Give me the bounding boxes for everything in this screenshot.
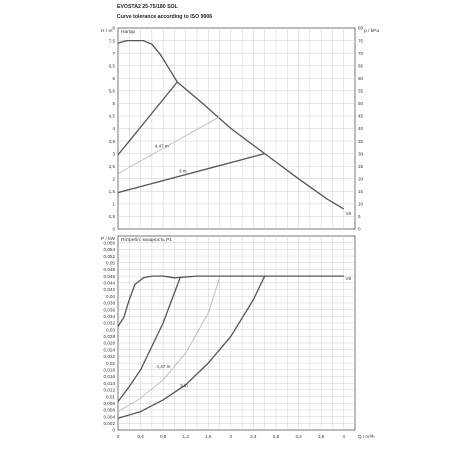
power-y-tick-label: 0,044 (104, 281, 116, 286)
head-series-line-2 (117, 81, 178, 156)
power-y-tick-label: 0,05 (106, 260, 115, 265)
head-y-right-tick-label: 0 (358, 227, 361, 232)
head-label-3m: 3 m (179, 168, 187, 173)
power-x-tick-label: 3,6 (318, 434, 325, 439)
power-y-tick-label: 0,036 (104, 307, 116, 312)
head-y-right-tick-label: 40 (358, 126, 364, 131)
power-y-tick-label: 0,054 (104, 247, 116, 252)
head-y-tick-label: 7,5 (109, 38, 116, 43)
power-y-tick-label: 0,006 (104, 408, 116, 413)
head-y-right-tick-label: 50 (358, 101, 364, 106)
power-y-tick-label: 0,056 (104, 240, 116, 245)
head-y-axis-label: H / m (101, 28, 112, 34)
power-y-tick-label: 0,04 (106, 294, 115, 299)
power-y-tick-label: 0,03 (106, 327, 115, 332)
head-y-right-tick-label: 35 (358, 139, 364, 144)
power-x-tick-label: 2,4 (250, 434, 257, 439)
head-y-tick-label: 8 (112, 26, 115, 31)
power-y-axis-label: P / kW (101, 236, 116, 242)
power-y-tick-label: 0,022 (104, 354, 116, 359)
power-x-axis-label: Q / m³/h (358, 434, 375, 439)
head-y-tick-label: 3,5 (109, 139, 116, 144)
power-y-tick-label: 0,01 (106, 394, 115, 399)
head-y-tick-label: 3 (112, 151, 115, 156)
power-y-tick-label: 0,038 (104, 301, 116, 306)
head-label-v8: V8 (345, 211, 351, 216)
power-plot-frame (117, 235, 356, 431)
head-y-tick-label: 5 (112, 101, 115, 106)
chart-title: EVOSTA2 25-75/180 SOL (117, 4, 178, 10)
power-y-tick-label: 0,052 (104, 254, 116, 259)
head-y-tick-label: 2 (112, 176, 115, 181)
power-label-v8: V8 (345, 276, 351, 281)
head-y-tick-label: 6,5 (109, 63, 116, 68)
head-y-right-tick-label: 55 (358, 89, 364, 94)
head-y-tick-label: 5,5 (109, 89, 116, 94)
head-y-tick-label: 7 (112, 51, 115, 56)
power-x-tick-label: 3,2 (295, 434, 302, 439)
power-x-tick-label: 1,6 (205, 434, 212, 439)
head-series-line-4 (117, 152, 265, 194)
head-y-right-tick-label: 30 (358, 151, 364, 156)
head-y-right-axis-label: p / kPa (364, 28, 379, 34)
power-x-tick-label: 2,8 (273, 434, 280, 439)
power-y-tick-label: 0 (112, 428, 115, 433)
power-y-tick-label: 0,004 (104, 414, 116, 419)
head-y-tick-label: 6 (112, 76, 115, 81)
head-y-right-tick-label: 45 (358, 114, 364, 119)
power-y-tick-label: 0,024 (104, 347, 116, 352)
head-y-tick-label: 0 (112, 227, 115, 232)
head-y-right-tick-label: 70 (358, 51, 364, 56)
head-y-right-tick-label: 80 (358, 26, 364, 31)
power-y-tick-label: 0,032 (104, 321, 116, 326)
power-series-line-3 (117, 277, 221, 412)
head-y-tick-label: 1 (112, 202, 115, 207)
power-x-tick-label: 4 (342, 434, 345, 439)
head-y-right-tick-label: 5 (358, 214, 361, 219)
power-series-line-4 (117, 275, 266, 419)
power-y-tick-label: 0,034 (104, 314, 116, 319)
power-y-tick-label: 0,008 (104, 401, 116, 406)
head-y-right-tick-label: 75 (358, 38, 364, 43)
power-y-tick-label: 0,002 (104, 421, 116, 426)
chart-subtitle: Curve tolerance according to ISO 9906 (117, 14, 213, 20)
power-series-line-1 (117, 275, 344, 327)
head-y-tick-label: 1,5 (109, 189, 116, 194)
head-y-right-tick-label: 10 (358, 202, 364, 207)
head-y-tick-label: 0,5 (109, 214, 116, 219)
power-y-tick-label: 0,016 (104, 374, 116, 379)
power-panel-title: Потребл. мощность P1 (121, 237, 172, 243)
head-y-right-tick-label: 15 (358, 189, 364, 194)
power-y-tick-label: 0,028 (104, 334, 116, 339)
power-x-tick-label: 0 (117, 434, 120, 439)
head-y-tick-label: 2,5 (109, 164, 116, 169)
power-x-tick-label: 0,8 (160, 434, 167, 439)
power-y-tick-label: 0,026 (104, 341, 116, 346)
power-y-tick-label: 0,012 (104, 388, 116, 393)
head-y-tick-label: 4,5 (109, 114, 116, 119)
power-y-tick-label: 0,02 (106, 361, 115, 366)
power-y-tick-label: 0,018 (104, 367, 116, 372)
power-y-tick-label: 0,046 (104, 274, 116, 279)
power-x-tick-label: 0,4 (137, 434, 144, 439)
power-series-line-2 (117, 277, 181, 402)
power-x-tick-label: 1,2 (183, 434, 190, 439)
power-y-tick-label: 0,048 (104, 267, 116, 272)
power-y-tick-label: 0,042 (104, 287, 116, 292)
power-label-4-47m: 4,47 m (156, 364, 170, 369)
head-label-4-47m: 4,47 m (155, 143, 169, 148)
head-y-right-tick-label: 65 (358, 63, 364, 68)
power-label-3m: 3 m (180, 383, 188, 388)
power-y-tick-label: 0,014 (104, 381, 116, 386)
power-x-tick-label: 2 (230, 434, 233, 439)
head-y-tick-label: 4 (112, 126, 115, 131)
head-y-right-tick-label: 60 (358, 76, 364, 81)
head-y-right-tick-label: 25 (358, 164, 364, 169)
head-series-line-3 (117, 116, 220, 175)
head-y-right-tick-label: 20 (358, 176, 364, 181)
head-panel-title: Напор (121, 29, 135, 35)
